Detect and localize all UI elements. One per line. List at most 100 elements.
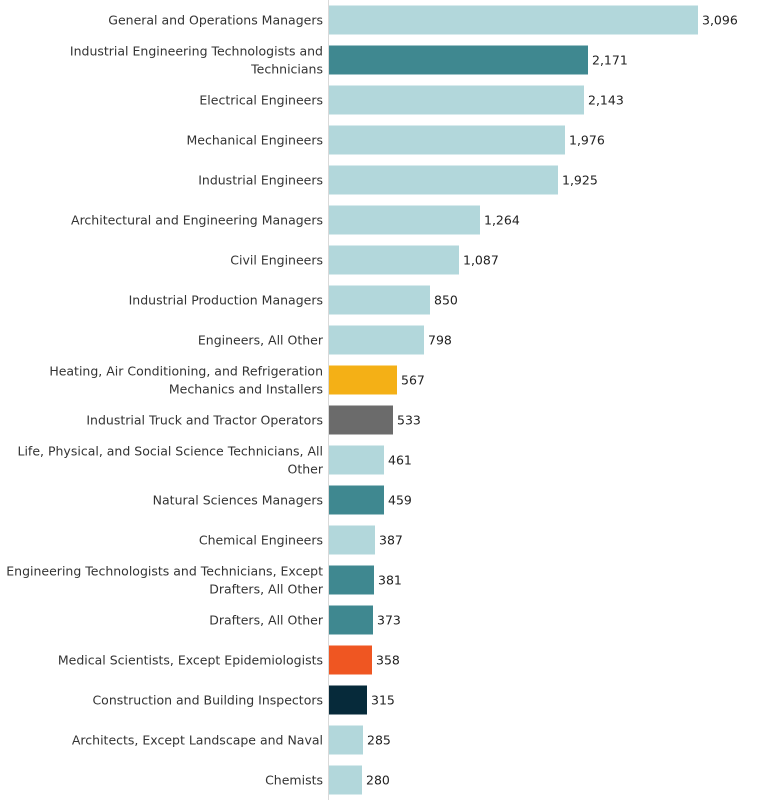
- bar: [329, 565, 374, 595]
- bar: [329, 125, 565, 155]
- category-label: Electrical Engineers: [199, 92, 323, 107]
- bar: [329, 445, 384, 475]
- category-label: Mechanical Engineers: [187, 132, 324, 147]
- bar-row: Civil Engineers 1,087: [230, 245, 499, 275]
- bar-row: Industrial Engineers 1,925: [198, 165, 598, 195]
- bar-row: Natural Sciences Managers 459: [153, 485, 412, 515]
- bar-row: Industrial Production Managers 850: [129, 285, 458, 315]
- bar: [329, 45, 588, 75]
- bar: [329, 485, 384, 515]
- bar-row: Industrial Truck and Tractor Operators 53…: [86, 405, 421, 435]
- bar-row: Medical Scientists, Except Epidemiologis…: [58, 645, 400, 675]
- bar-row: Engineering Technologists and Technician…: [6, 563, 402, 596]
- bar: [329, 325, 424, 355]
- bar-row: Drafters, All Other 373: [209, 605, 401, 635]
- category-label-line: Electrical Engineers: [199, 92, 323, 107]
- value-label: 358: [376, 652, 400, 667]
- bar: [329, 245, 459, 275]
- category-label: Life, Physical, and Social Science Techn…: [18, 443, 324, 476]
- category-label: Industrial Engineers: [198, 172, 323, 187]
- bar-row: Chemists 280: [265, 765, 390, 795]
- value-label: 315: [371, 692, 395, 707]
- category-label: Industrial Production Managers: [129, 292, 323, 307]
- category-label-line: Engineers, All Other: [198, 332, 324, 347]
- bar: [329, 605, 373, 635]
- bar: [329, 685, 367, 715]
- category-label: Drafters, All Other: [209, 612, 324, 627]
- bar: [329, 165, 558, 195]
- category-label-line: Engineering Technologists and Technician…: [6, 563, 323, 578]
- category-label-line: Civil Engineers: [230, 252, 323, 267]
- value-label: 461: [388, 452, 412, 467]
- category-label: Architects, Except Landscape and Naval: [72, 732, 323, 747]
- category-label: Industrial Truck and Tractor Operators: [86, 412, 323, 427]
- category-label: Construction and Building Inspectors: [92, 692, 323, 707]
- value-label: 387: [379, 532, 403, 547]
- category-label-line: Heating, Air Conditioning, and Refrigera…: [49, 363, 323, 378]
- value-label: 1,976: [569, 132, 605, 147]
- category-label: Chemical Engineers: [199, 532, 323, 547]
- bar: [329, 85, 584, 115]
- category-label-line: Industrial Engineering Technologists and: [70, 43, 323, 58]
- bar-row: Architectural and Engineering Managers 1,…: [71, 205, 520, 235]
- category-label-line: Mechanics and Installers: [169, 381, 323, 396]
- category-label: Engineers, All Other: [198, 332, 324, 347]
- value-label: 1,925: [562, 172, 598, 187]
- category-label-line: Industrial Truck and Tractor Operators: [86, 412, 323, 427]
- value-label: 3,096: [702, 12, 738, 27]
- category-label-line: Architectural and Engineering Managers: [71, 212, 323, 227]
- category-label-line: Architects, Except Landscape and Naval: [72, 732, 323, 747]
- bar-row: Mechanical Engineers 1,976: [187, 125, 605, 155]
- category-label-line: Drafters, All Other: [209, 581, 324, 596]
- bar-row: Engineers, All Other 798: [198, 325, 452, 355]
- value-label: 1,264: [484, 212, 520, 227]
- bar: [329, 765, 362, 795]
- value-label: 280: [366, 772, 390, 787]
- category-label-line: Technicians: [250, 61, 323, 76]
- category-label: Medical Scientists, Except Epidemiologis…: [58, 652, 323, 667]
- bar-row: Electrical Engineers 2,143: [199, 85, 624, 115]
- category-label-line: Industrial Production Managers: [129, 292, 323, 307]
- category-label-line: Chemists: [265, 772, 323, 787]
- category-label-line: Drafters, All Other: [209, 612, 324, 627]
- bar: [329, 525, 375, 555]
- value-label: 850: [434, 292, 458, 307]
- value-label: 533: [397, 412, 421, 427]
- category-label: Natural Sciences Managers: [153, 492, 323, 507]
- bar: [329, 205, 480, 235]
- category-label: General and Operations Managers: [108, 12, 323, 27]
- value-label: 2,143: [588, 92, 624, 107]
- category-label: Chemists: [265, 772, 323, 787]
- value-label: 373: [377, 612, 401, 627]
- value-label: 567: [401, 372, 425, 387]
- bar-row: Life, Physical, and Social Science Techn…: [18, 443, 412, 476]
- bar-row: Heating, Air Conditioning, and Refrigera…: [49, 363, 425, 396]
- category-label-line: Construction and Building Inspectors: [92, 692, 323, 707]
- category-label-line: Mechanical Engineers: [187, 132, 324, 147]
- bar: [329, 645, 372, 675]
- category-label-line: General and Operations Managers: [108, 12, 323, 27]
- value-label: 798: [428, 332, 452, 347]
- bar-row: Industrial Engineering Technologists and…: [70, 43, 628, 76]
- value-label: 1,087: [463, 252, 499, 267]
- bar-row: General and Operations Managers 3,096: [108, 5, 738, 35]
- bar: [329, 725, 363, 755]
- category-label: Industrial Engineering Technologists and…: [70, 43, 323, 76]
- bar-row: Architects, Except Landscape and Naval 28…: [72, 725, 391, 755]
- category-label-line: Other: [288, 461, 324, 476]
- category-label-line: Chemical Engineers: [199, 532, 323, 547]
- category-label-line: Natural Sciences Managers: [153, 492, 323, 507]
- bar: [329, 405, 393, 435]
- value-label: 2,171: [592, 52, 628, 67]
- category-label-line: Industrial Engineers: [198, 172, 323, 187]
- bar-row: Chemical Engineers 387: [199, 525, 403, 555]
- bar: [329, 5, 698, 35]
- value-label: 285: [367, 732, 391, 747]
- category-label-line: Life, Physical, and Social Science Techn…: [18, 443, 324, 458]
- category-label: Heating, Air Conditioning, and Refrigera…: [49, 363, 323, 396]
- category-label-line: Medical Scientists, Except Epidemiologis…: [58, 652, 323, 667]
- category-label: Engineering Technologists and Technician…: [6, 563, 324, 596]
- bar: [329, 365, 397, 395]
- value-label: 459: [388, 492, 412, 507]
